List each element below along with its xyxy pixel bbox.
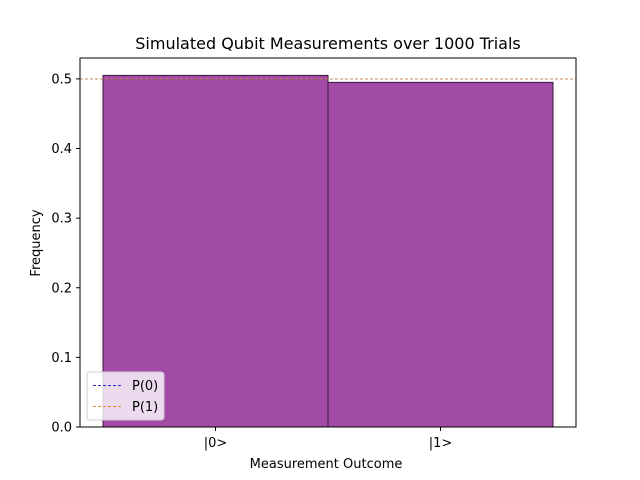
x-tick-label-1: |1> — [429, 436, 453, 451]
x-axis: |0> |1> — [204, 427, 453, 451]
y-tick-label-0: 0.0 — [51, 421, 72, 436]
x-axis-label: Measurement Outcome — [250, 457, 403, 472]
y-tick-label-1: 0.1 — [51, 351, 72, 366]
legend-label-p1: P(1) — [132, 400, 158, 415]
bars — [102, 74, 554, 428]
chart-title: Simulated Qubit Measurements over 1000 T… — [135, 34, 521, 53]
x-tick-label-0: |0> — [204, 436, 228, 451]
y-axis: 0.0 0.1 0.2 0.3 0.4 0.5 — [51, 72, 80, 436]
y-tick-label-5: 0.5 — [51, 72, 72, 87]
plot-area — [79, 57, 577, 428]
y-tick-label-2: 0.2 — [51, 281, 72, 296]
legend-label-p0: P(0) — [132, 379, 158, 394]
legend: P(0) P(1) — [86, 371, 165, 421]
legend-box — [86, 371, 165, 421]
plot-border — [79, 57, 577, 428]
y-tick-label-3: 0.3 — [51, 212, 72, 227]
y-tick-label-4: 0.4 — [51, 142, 72, 157]
y-axis-label: Frequency — [29, 209, 44, 276]
bar-0 — [102, 74, 329, 428]
bar-1 — [327, 81, 554, 428]
